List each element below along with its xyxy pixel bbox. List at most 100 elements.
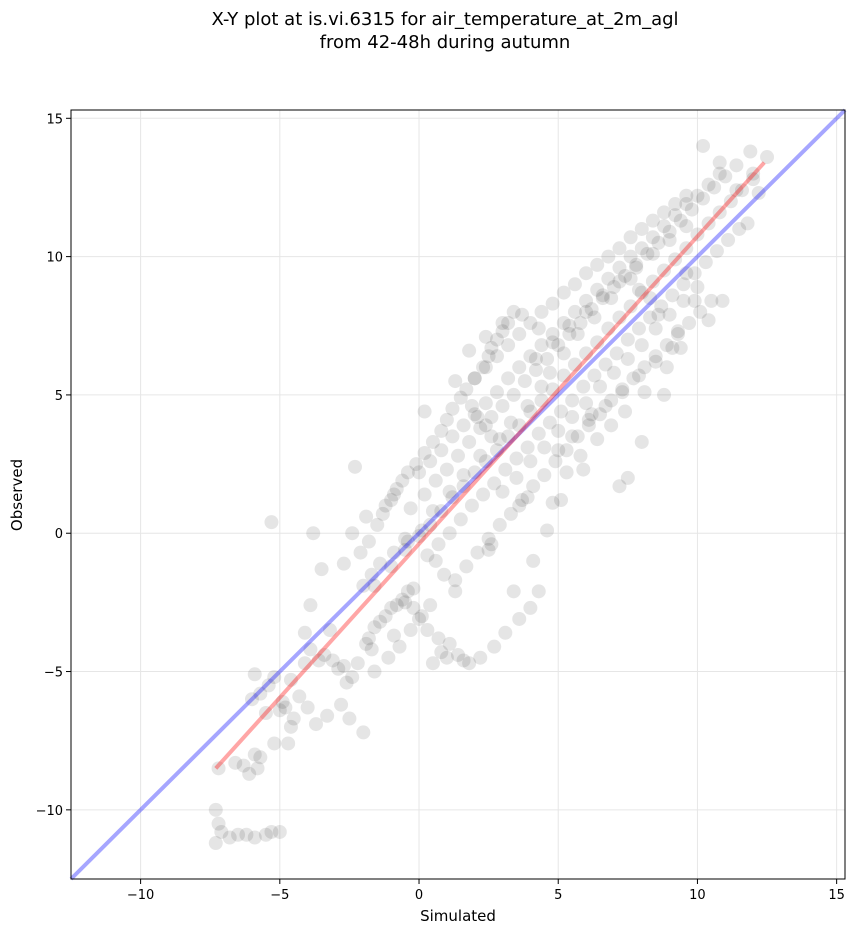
- scatter-point: [512, 360, 527, 375]
- scatter-point: [548, 454, 563, 469]
- scatter-point: [378, 609, 393, 624]
- scatter-point: [531, 426, 546, 441]
- scatter-point: [311, 653, 326, 668]
- scatter-point: [545, 495, 560, 510]
- scatter-point: [623, 271, 638, 286]
- scatter-point: [645, 274, 660, 289]
- scatter-point: [267, 670, 282, 685]
- scatter-point: [587, 310, 602, 325]
- scatter-point: [606, 365, 621, 380]
- scatter-point: [428, 553, 443, 568]
- scatter-point: [665, 340, 680, 355]
- scatter-point: [412, 528, 427, 543]
- scatter-point: [386, 628, 401, 643]
- scatter-point: [297, 625, 312, 640]
- scatter-point: [515, 307, 530, 322]
- scatter-point: [679, 197, 694, 212]
- scatter-point: [331, 661, 346, 676]
- scatter-point: [673, 213, 688, 228]
- scatter-point: [648, 349, 663, 364]
- scatter-point: [729, 158, 744, 173]
- scatter-point: [292, 689, 307, 704]
- scatter-point: [723, 194, 738, 209]
- scatter-point: [682, 315, 697, 330]
- scatter-point: [498, 462, 513, 477]
- scatter-point: [353, 545, 368, 560]
- scatter-point: [484, 429, 499, 444]
- scatter-point: [370, 517, 385, 532]
- scatter-point: [378, 498, 393, 513]
- scatter-point: [551, 443, 566, 458]
- scatter-point: [537, 468, 552, 483]
- scatter-point: [595, 288, 610, 303]
- scatter-point: [489, 332, 504, 347]
- scatter-point: [554, 404, 569, 419]
- scatter-point: [434, 423, 449, 438]
- scatter-point: [320, 708, 335, 723]
- scatter-point: [417, 404, 432, 419]
- scatter-point: [356, 725, 371, 740]
- scatter-point: [670, 324, 685, 339]
- scatter-point: [467, 407, 482, 422]
- scatter-point: [662, 307, 677, 322]
- scatter-point: [523, 315, 538, 330]
- scatter-point: [670, 327, 685, 342]
- scatter-point: [228, 755, 243, 770]
- scatter-point: [570, 429, 585, 444]
- scatter-point: [743, 144, 758, 159]
- scatter-point: [470, 410, 485, 425]
- scatter-point: [512, 611, 527, 626]
- scatter-point: [556, 285, 571, 300]
- scatter-point: [654, 299, 669, 314]
- y-tick-label: 15: [46, 112, 63, 127]
- scatter-point: [556, 315, 571, 330]
- scatter-point: [540, 351, 555, 366]
- scatter-point: [601, 321, 616, 336]
- scatter-point: [381, 650, 396, 665]
- scatter-point: [551, 423, 566, 438]
- scatter-point: [467, 465, 482, 480]
- scatter-point: [559, 465, 574, 480]
- scatter-point: [746, 172, 761, 187]
- scatter-point: [760, 150, 775, 165]
- scatter-point: [595, 291, 610, 306]
- scatter-point: [400, 584, 415, 599]
- scatter-point: [423, 454, 438, 469]
- scatter-point: [545, 296, 560, 311]
- scatter-point: [445, 490, 460, 505]
- scatter-point: [651, 307, 666, 322]
- scatter-point: [303, 598, 318, 613]
- scatter-point: [545, 335, 560, 350]
- scatter-point: [442, 526, 457, 541]
- scatter-point: [367, 664, 382, 679]
- scatter-point: [384, 559, 399, 574]
- scatter-point: [445, 429, 460, 444]
- scatter-point: [384, 493, 399, 508]
- scatter-point: [437, 567, 452, 582]
- x-tick-label: −5: [270, 888, 289, 903]
- scatter-point: [347, 459, 362, 474]
- scatter-point: [657, 263, 672, 278]
- scatter-point: [367, 578, 382, 593]
- scatter-point: [448, 584, 463, 599]
- scatter-point: [317, 647, 332, 662]
- scatter-point: [364, 567, 379, 582]
- scatter-point: [456, 418, 471, 433]
- scatter-point: [462, 343, 477, 358]
- scatter-point: [581, 412, 596, 427]
- scatter-point: [665, 288, 680, 303]
- scatter-point: [445, 401, 460, 416]
- y-tick-label: −10: [36, 804, 63, 819]
- scatter-point: [565, 410, 580, 425]
- scatter-point: [690, 280, 705, 295]
- scatter-point: [592, 407, 607, 422]
- scatter-point: [562, 327, 577, 342]
- scatter-point: [473, 448, 488, 463]
- scatter-point: [503, 506, 518, 521]
- scatter-point: [540, 523, 555, 538]
- scatter-point: [345, 670, 360, 685]
- scatter-point: [623, 299, 638, 314]
- scatter-point: [250, 761, 265, 776]
- scatter-point: [634, 434, 649, 449]
- scatter-point: [231, 827, 246, 842]
